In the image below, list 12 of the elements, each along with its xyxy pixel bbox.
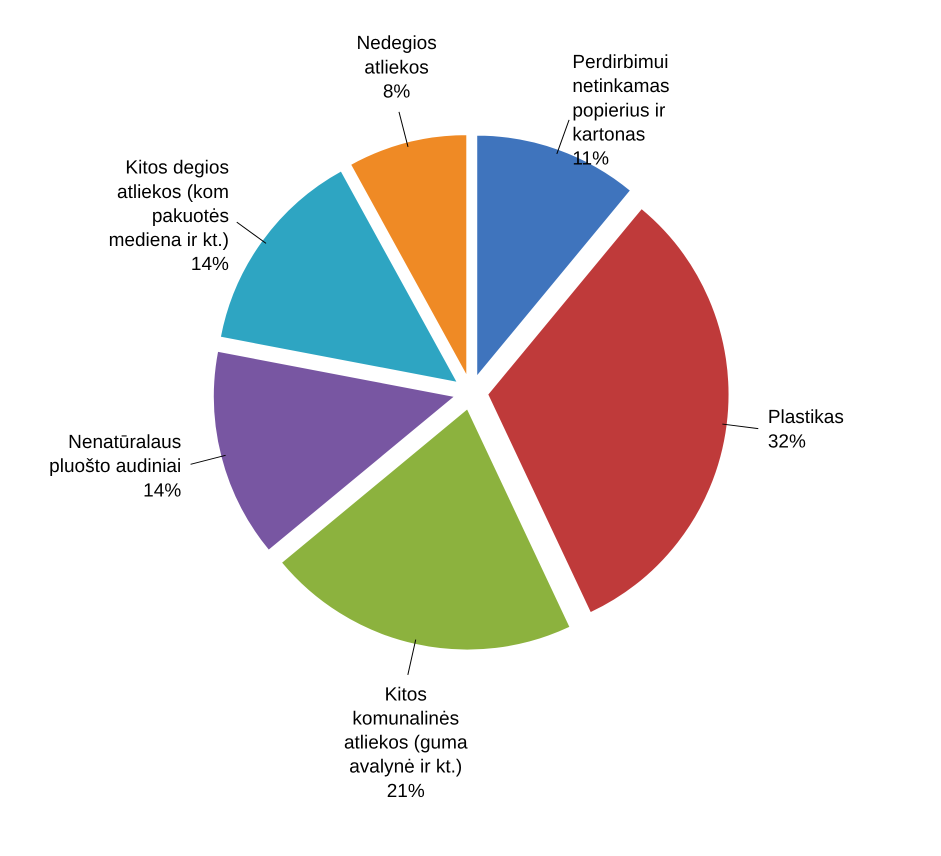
slice-label: Plastikas <box>768 407 844 428</box>
slice-label: Nenatūralaus pluošto audiniai <box>49 432 182 478</box>
data-label: 21% <box>386 780 425 802</box>
data-label: 8% <box>382 82 410 103</box>
slice-label: Perdirbimui netinkamas popierius ir kartonas <box>572 52 670 146</box>
slice-label: Kitos degios atliekos (kom pakuotės mediena ir kt.) <box>108 158 229 252</box>
data-label: 14% <box>190 254 230 276</box>
data-label: 11% <box>572 148 610 170</box>
data-label: 32% <box>768 431 806 452</box>
data-label: 14% <box>143 480 182 502</box>
slice-label: Nedegios atliekos <box>356 33 437 78</box>
slice-label: Kitos komunalinės atliekos (guma avalynė ir kt.) <box>344 684 468 778</box>
